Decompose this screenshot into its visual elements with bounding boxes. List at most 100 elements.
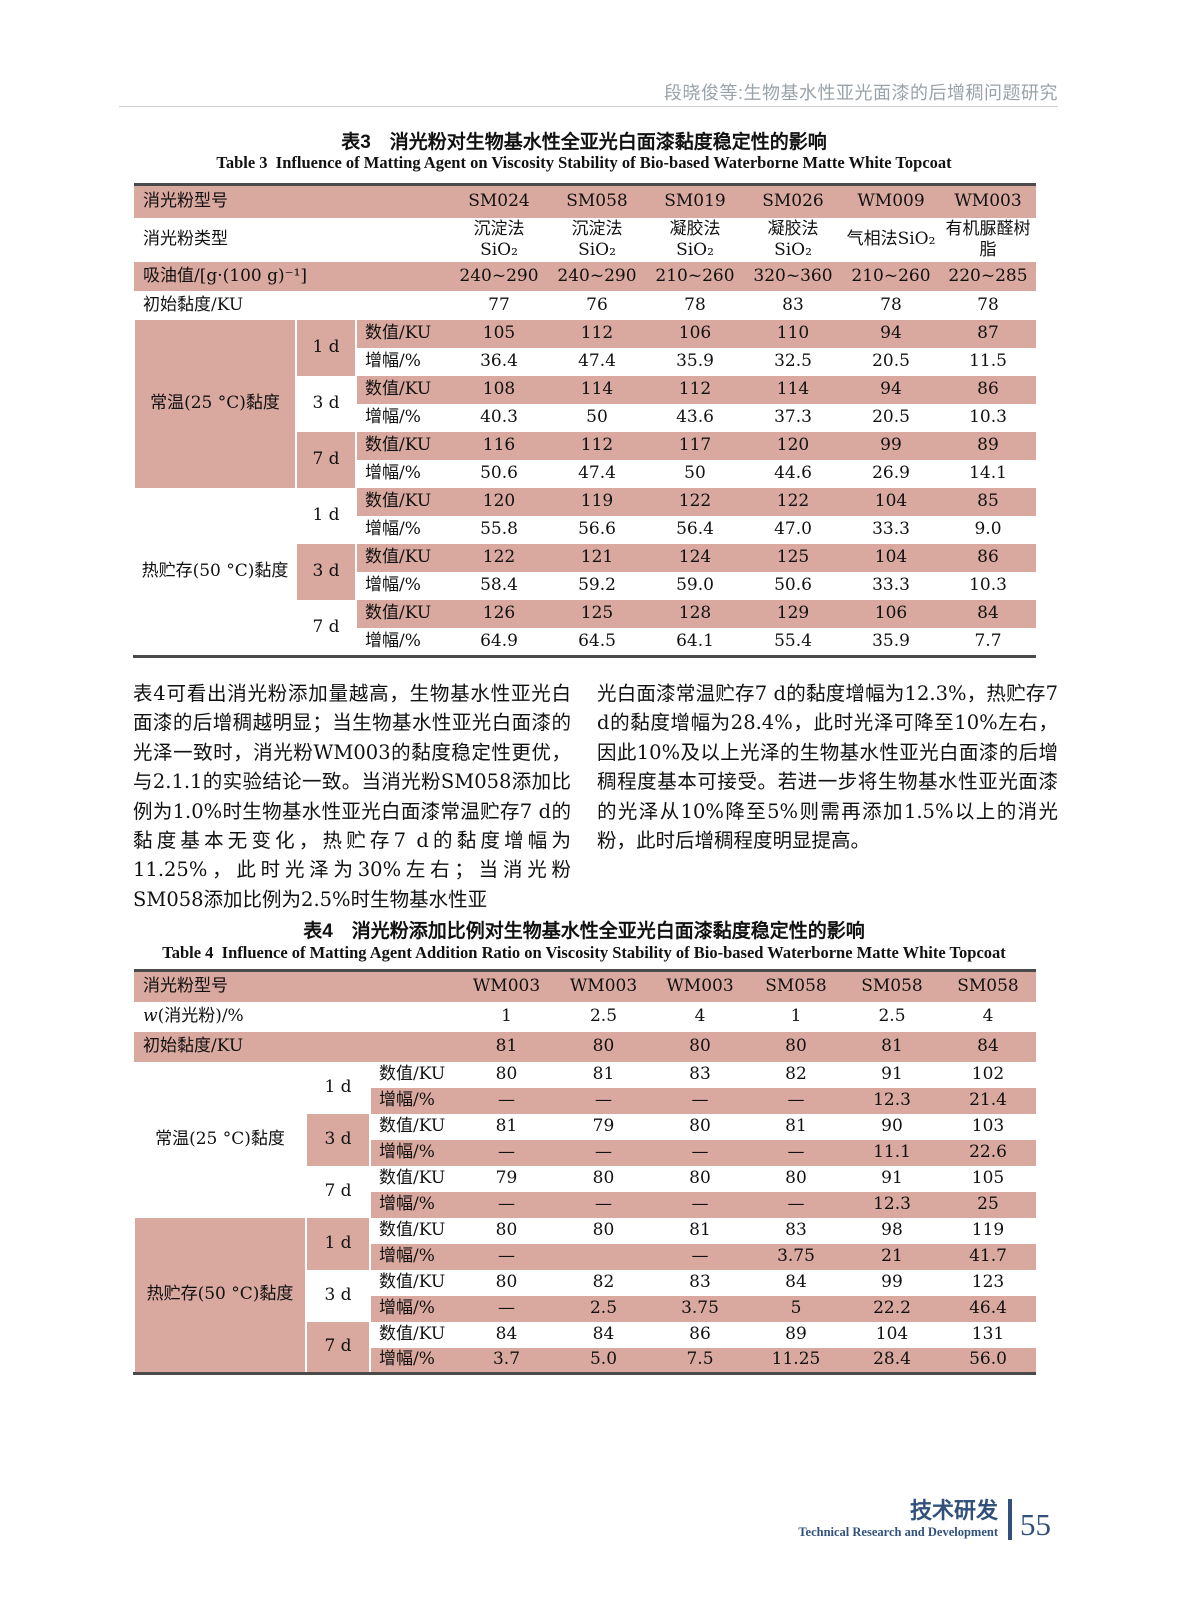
metric-label: 增幅/% xyxy=(370,1139,458,1166)
value-cell: 3.7 xyxy=(458,1347,555,1374)
day-label: 7 d xyxy=(306,1321,371,1374)
value-cell: 35.9 xyxy=(646,348,744,376)
day-label: 3 d xyxy=(306,1269,371,1322)
value-cell: 47.4 xyxy=(548,348,646,376)
value-cell: 80 xyxy=(458,1061,555,1088)
value-cell: 80 xyxy=(458,1217,555,1244)
value-cell: 122 xyxy=(744,488,842,516)
value-cell: 32.5 xyxy=(744,348,842,376)
table4: 消光粉型号 WM003 WM003 WM003 SM058 SM058 SM058 w(消光粉… xyxy=(133,969,1036,1375)
value-cell: — xyxy=(748,1191,844,1218)
metric-label: 数值/KU xyxy=(356,544,450,572)
value-cell: 14.1 xyxy=(940,460,1036,488)
value-cell: 3.75 xyxy=(748,1243,844,1270)
section-label: 常温(25 °C)黏度 xyxy=(133,320,297,488)
value-cell: 210~260 xyxy=(646,262,744,291)
value-cell: 87 xyxy=(940,320,1036,348)
value-cell: — xyxy=(555,1191,652,1218)
day-label: 1 d xyxy=(296,488,357,544)
metric-label: 增幅/% xyxy=(356,516,450,544)
value-cell: 103 xyxy=(940,1113,1036,1140)
value-cell: 78 xyxy=(940,291,1036,320)
value-cell: 80 xyxy=(555,1165,652,1192)
value-cell: 94 xyxy=(842,320,940,348)
value-cell: 106 xyxy=(646,320,744,348)
value-cell: 44.6 xyxy=(744,460,842,488)
value-cell: 84 xyxy=(748,1269,844,1296)
day-label: 7 d xyxy=(296,432,357,488)
metric-label: 增幅/% xyxy=(370,1295,458,1322)
value-cell: — xyxy=(652,1087,748,1114)
value-cell: 90 xyxy=(844,1113,940,1140)
value-cell: — xyxy=(652,1243,748,1270)
metric-label: 数值/KU xyxy=(370,1165,458,1192)
value-cell: 81 xyxy=(652,1217,748,1244)
value-cell: 凝胶法 SiO₂ xyxy=(646,217,744,262)
value-cell: 80 xyxy=(748,1165,844,1192)
value-cell: 56.0 xyxy=(940,1347,1036,1374)
column-header-cell: WM003 xyxy=(940,184,1036,218)
row-label: 吸油值/[g·(100 g)⁻¹] xyxy=(134,262,450,291)
value-cell: 91 xyxy=(844,1165,940,1192)
value-cell: 37.3 xyxy=(744,404,842,432)
value-cell: 123 xyxy=(940,1269,1036,1296)
value-cell: 128 xyxy=(646,600,744,628)
value-cell: 121 xyxy=(548,544,646,572)
value-cell: 11.1 xyxy=(844,1139,940,1166)
value-cell: 220~285 xyxy=(940,262,1036,291)
value-cell: 43.6 xyxy=(646,404,744,432)
value-cell: 78 xyxy=(646,291,744,320)
value-cell: 46.4 xyxy=(940,1295,1036,1322)
value-cell: 210~260 xyxy=(842,262,940,291)
value-cell: 81 xyxy=(844,1031,940,1062)
value-cell: 沉淀法 SiO₂ xyxy=(450,217,548,262)
value-cell: 83 xyxy=(652,1061,748,1088)
metric-label: 数值/KU xyxy=(356,432,450,460)
body-text-column-left: 表4可看出消光粉添加量越高，生物基水性亚光白面漆的后增稠越明显；当生物基水性亚光… xyxy=(133,682,571,911)
value-cell: 35.9 xyxy=(842,628,940,656)
value-cell: 94 xyxy=(842,376,940,404)
header-divider xyxy=(119,106,1058,107)
day-label: 1 d xyxy=(296,320,357,376)
value-cell: — xyxy=(458,1139,555,1166)
column-header-cell: SM026 xyxy=(744,184,842,218)
value-cell: 131 xyxy=(940,1321,1036,1348)
value-cell: 36.4 xyxy=(450,348,548,376)
value-cell: 99 xyxy=(844,1269,940,1296)
value-cell xyxy=(555,1243,652,1270)
value-cell: 55.4 xyxy=(744,628,842,656)
value-cell: 64.9 xyxy=(450,628,548,656)
row-label: 消光粉型号 xyxy=(134,184,450,218)
value-cell: 81 xyxy=(458,1031,555,1062)
metric-label: 数值/KU xyxy=(356,600,450,628)
value-cell: 105 xyxy=(450,320,548,348)
value-cell: 80 xyxy=(652,1113,748,1140)
value-cell: 114 xyxy=(548,376,646,404)
value-cell: 7.5 xyxy=(652,1347,748,1374)
row-label: 初始黏度/KU xyxy=(134,1031,458,1062)
value-cell: 64.1 xyxy=(646,628,744,656)
value-cell: 86 xyxy=(940,376,1036,404)
table4-container: 消光粉型号 WM003 WM003 WM003 SM058 SM058 SM058 w(消光粉… xyxy=(133,969,1036,1375)
metric-label: 增幅/% xyxy=(356,628,450,656)
value-cell: 116 xyxy=(450,432,548,460)
value-cell: 20.5 xyxy=(842,404,940,432)
value-cell: 84 xyxy=(555,1321,652,1348)
metric-label: 数值/KU xyxy=(370,1321,458,1348)
footer-divider-bar xyxy=(1008,1499,1012,1541)
value-cell: 80 xyxy=(748,1031,844,1062)
value-cell: 12.3 xyxy=(844,1191,940,1218)
metric-label: 增幅/% xyxy=(356,348,450,376)
value-cell: 40.3 xyxy=(450,404,548,432)
value-cell: 320~360 xyxy=(744,262,842,291)
value-cell: 104 xyxy=(844,1321,940,1348)
value-cell: 102 xyxy=(940,1061,1036,1088)
value-cell: 56.6 xyxy=(548,516,646,544)
value-cell: — xyxy=(555,1087,652,1114)
value-cell: 41.7 xyxy=(940,1243,1036,1270)
value-cell: 77 xyxy=(450,291,548,320)
value-cell: 21.4 xyxy=(940,1087,1036,1114)
value-cell: 119 xyxy=(940,1217,1036,1244)
value-cell: 80 xyxy=(652,1165,748,1192)
footer-section-cn: 技术研发 xyxy=(909,1498,998,1523)
